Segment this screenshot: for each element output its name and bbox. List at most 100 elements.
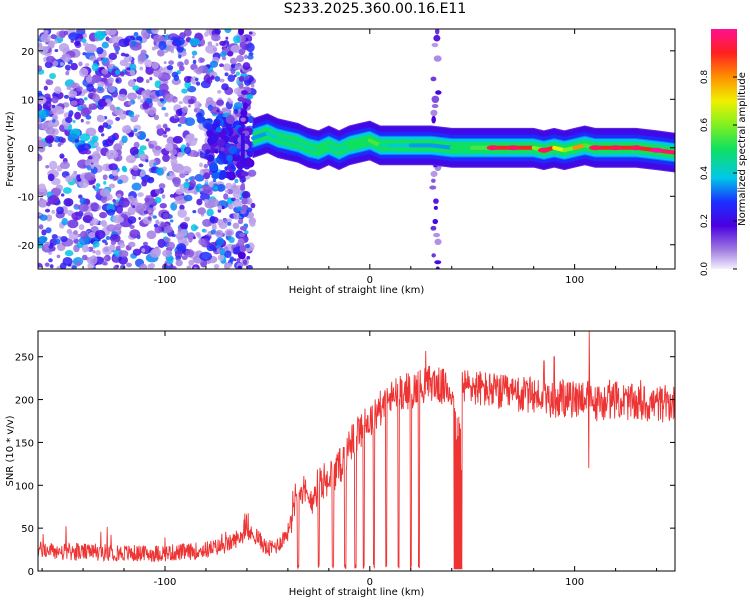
noise-speckle	[213, 263, 220, 269]
noise-speckle	[104, 242, 108, 246]
noise-speckle	[246, 93, 254, 100]
noise-speckle	[153, 223, 159, 228]
stripe-speckle	[241, 204, 248, 212]
noise-speckle	[191, 50, 198, 56]
noise-speckle	[68, 110, 74, 116]
noise-speckle	[158, 183, 166, 189]
noise-speckle	[128, 241, 136, 248]
noise-speckle	[178, 54, 182, 59]
snr-xtick-label: 100	[565, 577, 584, 588]
noise-speckle	[145, 159, 149, 163]
noise-speckle	[181, 106, 188, 114]
noise-speckle	[82, 42, 89, 47]
noise-speckle	[223, 246, 229, 251]
noise-speckle	[47, 40, 55, 49]
noise-speckle	[154, 80, 162, 89]
noise-speckle	[51, 209, 56, 214]
noise-speckle	[146, 230, 157, 240]
noise-speckle	[147, 216, 152, 221]
noise-speckle	[112, 174, 119, 181]
noise-speckle	[100, 196, 108, 204]
noise-speckle	[124, 197, 129, 202]
stripe-speckle	[242, 259, 248, 265]
noise-speckle	[247, 169, 257, 177]
noise-speckle	[185, 249, 195, 258]
noise-speckle	[49, 72, 57, 80]
noise-speckle	[42, 101, 52, 110]
transition-speckle	[209, 162, 218, 172]
transition-speckle	[220, 146, 225, 152]
snr-ytick-label: 50	[21, 524, 34, 535]
noise-speckle	[127, 101, 133, 106]
noise-speckle	[45, 208, 51, 213]
noise-speckle	[52, 119, 56, 123]
noise-speckle	[243, 54, 248, 60]
noise-speckle	[145, 138, 150, 142]
noise-speckle	[149, 76, 153, 81]
noise-speckle	[214, 229, 224, 238]
noise-speckle	[242, 191, 251, 200]
noise-speckle	[183, 181, 190, 189]
noise-speckle	[134, 132, 140, 137]
noise-speckle	[206, 208, 214, 217]
noise-speckle	[117, 179, 123, 185]
noise-speckle	[107, 77, 114, 84]
noise-speckle	[212, 223, 217, 228]
noise-speckle	[233, 211, 240, 220]
noise-speckle	[226, 230, 233, 236]
snr-xtick-label: -100	[154, 577, 177, 588]
noise-speckle	[85, 127, 97, 137]
noise-speckle	[117, 93, 127, 102]
noise-speckle	[164, 143, 174, 152]
noise-speckle	[38, 263, 43, 268]
noise-speckle	[166, 241, 176, 250]
spectrogram-xlabel: Height of straight line (km)	[289, 285, 425, 296]
noise-speckle	[56, 206, 64, 215]
noise-speckle	[150, 95, 156, 99]
noise-speckle	[127, 92, 138, 101]
noise-speckle	[196, 81, 201, 86]
spectrogram-ytick-label: 20	[21, 47, 34, 58]
noise-speckle	[207, 198, 219, 208]
noise-speckle	[73, 230, 78, 235]
stripe-speckle	[238, 29, 245, 36]
noise-speckle	[202, 219, 212, 227]
noise-speckle	[128, 63, 137, 73]
noise-speckle	[137, 95, 142, 100]
noise-speckle	[45, 165, 50, 169]
noise-speckle	[133, 31, 139, 37]
noise-speckle	[181, 113, 186, 117]
noise-speckle	[101, 260, 107, 266]
stripe-speckle	[237, 265, 243, 269]
noise-speckle	[109, 104, 116, 111]
noise-speckle	[225, 182, 233, 190]
noise-speckle	[226, 221, 232, 226]
noise-speckle	[85, 247, 90, 252]
noise-speckle	[107, 154, 112, 160]
noise-speckle	[59, 262, 67, 269]
noise-speckle	[174, 249, 183, 259]
ridge-peak	[507, 145, 520, 151]
noise-speckle	[180, 229, 188, 237]
noise-speckle	[45, 227, 52, 234]
noise-speckle	[103, 256, 108, 261]
noise-speckle	[105, 36, 110, 42]
noise-speckle	[175, 188, 184, 195]
noise-speckle	[110, 240, 117, 245]
noise-speckle	[138, 163, 144, 168]
noise-speckle	[78, 61, 83, 67]
noise-speckle	[232, 222, 240, 229]
noise-speckle	[160, 222, 166, 228]
noise-speckle	[166, 265, 171, 269]
spectrogram-image	[38, 29, 675, 269]
noise-speckle	[140, 170, 146, 177]
transition-speckle	[225, 115, 235, 124]
noise-speckle	[225, 36, 229, 40]
noise-speckle	[139, 153, 146, 159]
colorbar-tick-label: 0.8	[700, 70, 710, 85]
stripe-speckle	[430, 170, 438, 178]
noise-speckle	[46, 201, 51, 207]
snr-frame	[37, 330, 676, 572]
noise-speckle	[50, 34, 57, 40]
noise-speckle	[95, 183, 101, 188]
